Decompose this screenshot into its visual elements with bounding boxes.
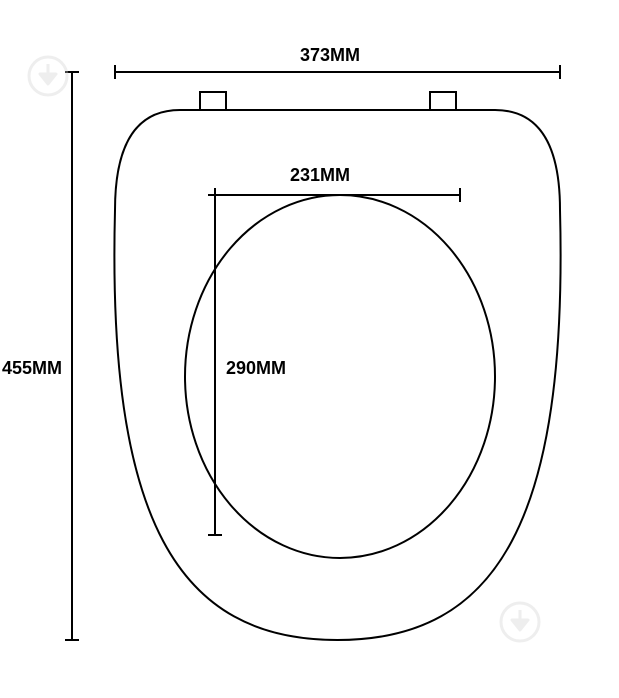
label-inner-height: 290MM <box>226 358 286 379</box>
download-icon <box>498 600 542 644</box>
download-icon <box>26 54 70 98</box>
label-outer-height: 455MM <box>2 358 62 379</box>
diagram-canvas: 373MM 231MM 290MM 455MM <box>0 0 619 698</box>
label-inner-width: 231MM <box>290 165 350 186</box>
label-outer-width: 373MM <box>300 45 360 66</box>
technical-drawing-svg <box>0 0 619 698</box>
